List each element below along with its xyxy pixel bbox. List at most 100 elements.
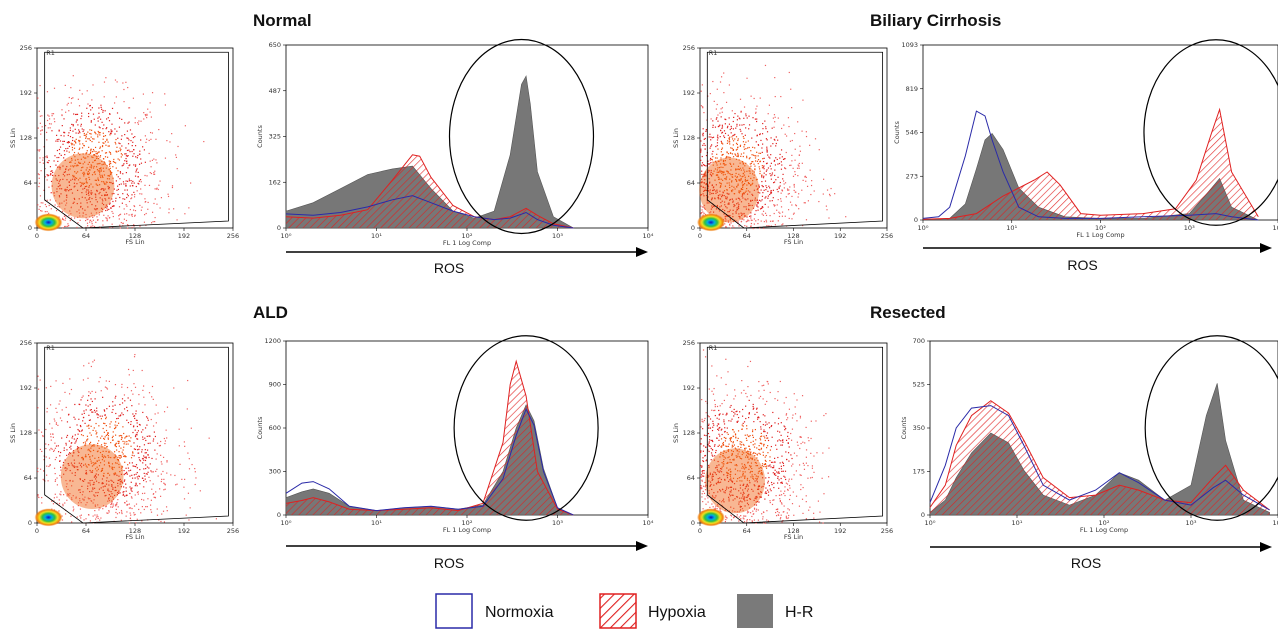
scatter-point [788, 484, 791, 487]
scatter-point [758, 452, 760, 454]
scatter-point [720, 201, 722, 204]
scatter-point [763, 430, 765, 433]
scatter-point [110, 503, 112, 506]
scatter-point [795, 495, 798, 497]
scatter-point [714, 507, 716, 509]
scatter-point [93, 445, 95, 447]
scatter-point [754, 129, 756, 131]
scatter-point [97, 152, 99, 154]
scatter-point [726, 394, 728, 396]
scatter-point [738, 516, 740, 518]
scatter-point [729, 486, 731, 489]
scatter-point [68, 452, 71, 454]
scatter-point [133, 182, 135, 184]
scatter-point [732, 441, 734, 443]
scatter-point [133, 455, 135, 457]
scatter-point [722, 441, 725, 444]
scatter-point [113, 474, 115, 476]
scatter-point [103, 472, 105, 475]
scatter-point [110, 491, 112, 493]
scatter-point [153, 496, 155, 498]
scatter-point [108, 160, 110, 162]
scatter-point [194, 467, 196, 470]
scatter-point [90, 133, 92, 135]
scatter-point [731, 147, 733, 150]
scatter-point [758, 445, 760, 447]
scatter-point [96, 495, 99, 497]
scatter-point [68, 151, 70, 153]
scatter-point [59, 493, 61, 495]
scatter-point [38, 173, 40, 176]
scatter-point [102, 200, 104, 202]
scatter-point [102, 163, 105, 165]
scatter-point [115, 96, 117, 98]
scatter-point [828, 447, 830, 449]
scatter-point [73, 438, 75, 440]
scatter-point [61, 125, 63, 127]
scatter-point [65, 199, 67, 201]
x-tick-label: 128 [787, 527, 799, 535]
scatter-point [169, 141, 171, 143]
scatter-point [103, 161, 105, 163]
scatter-point [703, 207, 706, 209]
scatter-point [724, 185, 727, 187]
scatter-point [101, 108, 103, 110]
scatter-point [91, 107, 93, 109]
scatter-point [72, 124, 74, 126]
scatter-point [761, 435, 763, 437]
scatter-point [700, 182, 702, 184]
scatter-point [756, 204, 758, 206]
scatter-point [715, 192, 717, 194]
scatter-point [717, 470, 719, 472]
scatter-point [103, 182, 105, 184]
scatter-point [85, 169, 87, 171]
scatter-point [137, 449, 139, 451]
scatter-point [91, 156, 93, 158]
scatter-point [91, 129, 93, 131]
scatter-point [724, 492, 726, 494]
scatter-point [144, 427, 147, 429]
scatter-point [110, 173, 112, 175]
scatter-point [115, 143, 117, 145]
scatter-point [189, 507, 191, 509]
scatter-point [85, 404, 87, 406]
scatter-point [740, 220, 743, 222]
scatter-point [759, 208, 762, 210]
scatter-point [108, 131, 110, 133]
scatter-point [108, 497, 110, 499]
scatter-point [765, 214, 768, 217]
scatter-point [108, 186, 111, 189]
scatter-point [71, 159, 73, 161]
scatter-point [723, 501, 725, 503]
scatter-point [79, 181, 81, 184]
scatter-point [765, 467, 768, 469]
scatter-point [46, 174, 48, 176]
scatter-point [767, 195, 769, 197]
scatter-point [112, 215, 114, 218]
scatter-point [74, 140, 76, 143]
scatter-point [746, 180, 748, 182]
scatter-point [128, 435, 130, 437]
scatter-point [748, 416, 750, 419]
scatter-point [102, 505, 105, 507]
scatter-point [718, 427, 720, 429]
scatter-point [65, 202, 68, 204]
scatter-point [101, 174, 103, 176]
scatter-point [52, 450, 55, 452]
scatter-point [734, 468, 736, 470]
scatter-point [765, 221, 768, 223]
scatter-point [763, 429, 765, 431]
scatter-point [733, 398, 735, 400]
scatter-point [785, 396, 787, 399]
x-tick-label: 0 [698, 232, 702, 240]
scatter-point [109, 162, 111, 164]
scatter-point [788, 446, 790, 448]
scatter-point [150, 222, 153, 224]
scatter-point [724, 132, 727, 135]
scatter-point [67, 169, 70, 171]
scatter-point [117, 440, 119, 442]
scatter-point [744, 465, 746, 467]
scatter-point [703, 206, 705, 208]
scatter-point [72, 480, 74, 482]
scatter-point [106, 512, 108, 514]
